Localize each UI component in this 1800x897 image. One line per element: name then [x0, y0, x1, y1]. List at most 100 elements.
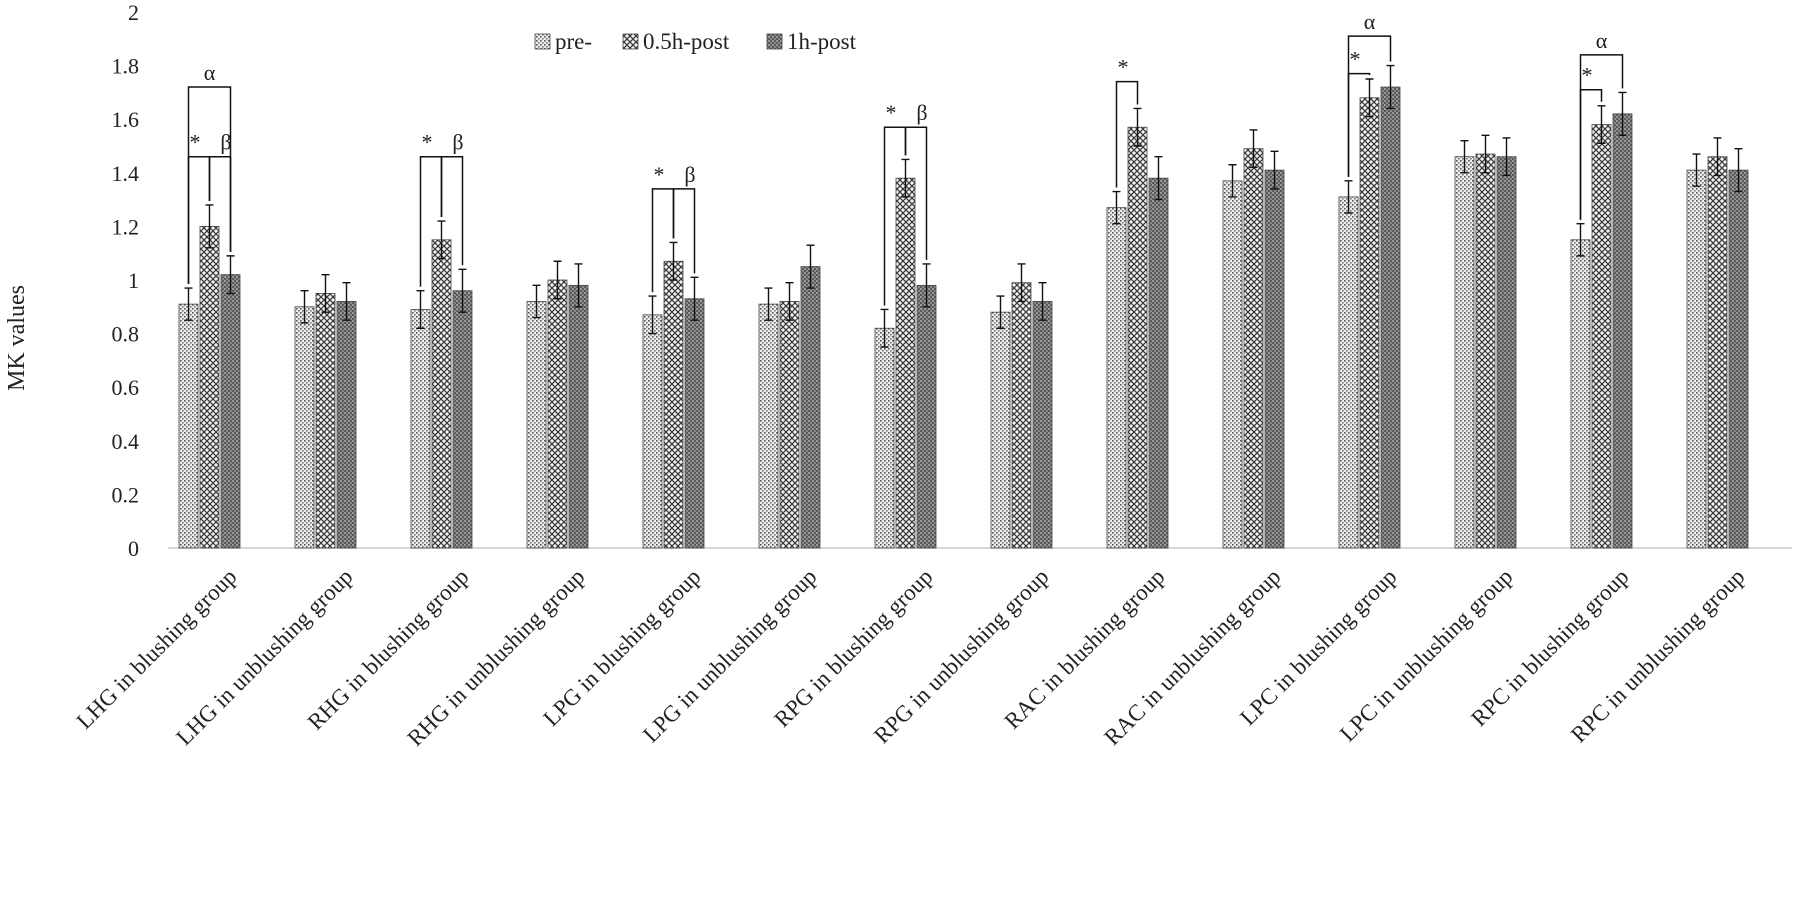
significance-label-12: *: [1350, 47, 1361, 72]
error-bar-1-9: [1112, 190, 1121, 225]
bar-3-9: [1148, 177, 1169, 549]
error-bar-2-8: [1017, 263, 1026, 303]
significance-label-7: β: [684, 162, 695, 187]
error-bar-3-1: [226, 255, 235, 295]
bar-3-4: [568, 284, 589, 549]
bar-2-9: [1127, 126, 1148, 549]
error-bar-2-1: [205, 204, 214, 249]
bar-3-13: [1612, 113, 1633, 549]
error-bar-2-7: [901, 158, 910, 198]
bar-1-6: [758, 303, 779, 549]
significance-label-10: *: [1118, 55, 1129, 80]
bar-2-7: [895, 177, 916, 549]
error-bar-2-4: [553, 260, 562, 300]
error-bar-1-6: [764, 287, 773, 321]
y-tick-label-10: 2: [128, 0, 139, 25]
error-bar-2-5: [669, 241, 678, 281]
significance-label-8: *: [886, 100, 897, 125]
significance-bracket-10: [1115, 80, 1139, 188]
significance-layer: α* β * β* β* β*α*α*: [187, 9, 1624, 306]
y-tick-label-6: 1.2: [112, 214, 140, 239]
significance-label-14: *: [1582, 63, 1593, 88]
significance-bracket-5: [440, 155, 464, 266]
error-bars-layer: [184, 64, 1743, 348]
bar-2-8: [1011, 282, 1032, 549]
bar-1-3: [410, 309, 431, 549]
error-bar-1-11: [1344, 180, 1353, 214]
error-bar-2-6: [785, 281, 794, 321]
error-bar-3-13: [1618, 91, 1627, 136]
bar-2-1: [199, 225, 220, 549]
bar-2-3: [431, 239, 452, 549]
y-tick-label-5: 1: [128, 268, 139, 293]
significance-label-2: *: [190, 130, 201, 155]
bar-1-11: [1338, 196, 1359, 549]
significance-label-11: α: [1364, 9, 1376, 34]
error-bar-2-3: [437, 220, 446, 260]
significance-bracket-3: [208, 155, 232, 252]
error-bar-1-3: [416, 290, 425, 329]
y-tick-label-8: 1.6: [112, 107, 140, 132]
significance-label-9: β: [916, 100, 927, 125]
legend-swatch-2: [622, 33, 639, 50]
legend-swatch-1: [534, 33, 551, 50]
y-tick-label-3: 0.6: [112, 375, 140, 400]
legend-label-1: pre-: [555, 29, 592, 54]
y-tick-label-9: 1.8: [112, 54, 140, 79]
y-tick-label-7: 1.4: [112, 161, 140, 186]
significance-label-3: β: [220, 130, 231, 155]
bar-1-9: [1106, 207, 1127, 549]
bar-1-4: [526, 301, 547, 549]
bar-3-12: [1496, 156, 1517, 549]
y-tick-label-4: 0.8: [112, 322, 140, 347]
bar-3-1: [220, 274, 241, 549]
error-bar-1-1: [184, 287, 193, 321]
error-bar-3-2: [342, 281, 351, 321]
error-bar-1-5: [648, 295, 657, 335]
y-axis: 0 0.2 0.4 0.6 0.8 1 1.2 1.4 1.6 1.8 2: [112, 0, 140, 561]
error-bar-1-14: [1692, 153, 1701, 187]
error-bar-2-12: [1481, 134, 1490, 174]
significance-label-6: *: [654, 162, 665, 187]
y-tick-label-1: 0.2: [112, 482, 140, 507]
legend-label-2: 0.5h-post: [643, 29, 730, 54]
bar-1-5: [642, 314, 663, 549]
error-bar-3-6: [806, 244, 815, 289]
bar-1-14: [1686, 169, 1707, 549]
error-bar-2-14: [1713, 137, 1722, 177]
significance-label-1: α: [204, 60, 216, 85]
bar-2-14: [1707, 156, 1728, 549]
bar-3-5: [684, 298, 705, 549]
significance-bracket-14: [1579, 88, 1603, 220]
bar-2-12: [1475, 153, 1496, 549]
error-bar-2-11: [1365, 78, 1374, 118]
error-bar-3-4: [574, 263, 583, 308]
bar-3-10: [1264, 169, 1285, 549]
error-bar-3-12: [1502, 137, 1511, 177]
bar-1-13: [1570, 239, 1591, 549]
error-bar-1-12: [1460, 139, 1469, 174]
significance-bracket-9: [904, 126, 928, 260]
bar-3-14: [1728, 169, 1749, 549]
bar-2-6: [779, 301, 800, 549]
error-bar-1-4: [532, 284, 541, 319]
bar-3-11: [1380, 86, 1401, 549]
bar-1-10: [1222, 180, 1243, 549]
legend: pre- 0.5h-post 1h-post: [534, 29, 857, 54]
error-bar-1-8: [996, 295, 1005, 329]
error-bar-2-9: [1133, 107, 1142, 147]
y-axis-title: MK values: [4, 285, 30, 391]
bar-2-13: [1591, 124, 1612, 549]
legend-label-3: 1h-post: [787, 29, 857, 54]
bar-1-2: [294, 306, 315, 549]
significance-bracket-12: [1347, 72, 1371, 177]
error-bar-3-9: [1154, 156, 1163, 201]
error-bar-1-7: [880, 308, 889, 348]
bar-2-11: [1359, 97, 1380, 549]
legend-swatch-3: [766, 33, 783, 50]
bar-2-5: [663, 260, 684, 549]
significance-label-5: β: [452, 130, 463, 155]
significance-label-13: α: [1596, 28, 1608, 53]
bar-3-6: [800, 266, 821, 549]
